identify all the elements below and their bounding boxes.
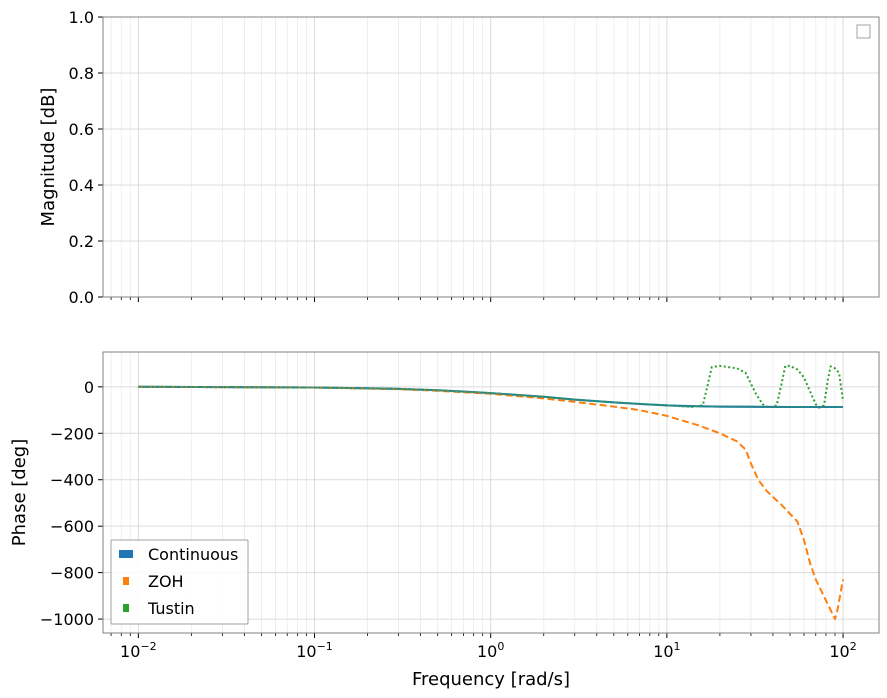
y-tick-label: −600 <box>50 517 94 536</box>
magnitude-x-ticks <box>110 297 844 302</box>
phase-y-axis-label: Phase [deg] <box>9 439 30 546</box>
x-tick-label: 100 <box>477 640 504 661</box>
legend-swatch-tustin <box>123 604 129 612</box>
y-tick-label: −200 <box>50 424 94 443</box>
phase-axes-frame <box>102 351 880 634</box>
legend-label-zoh: ZOH <box>148 572 184 591</box>
legend-swatch-continuous <box>119 550 133 558</box>
phase-y-ticks: 0 −200 −400 −600 −800 −1000 <box>40 378 103 629</box>
legend-frame <box>110 539 249 625</box>
y-tick-label: 0.0 <box>69 288 94 307</box>
x-tick-label: 10−1 <box>296 640 333 661</box>
legend-label-continuous: Continuous <box>148 545 238 564</box>
y-tick-label: −1000 <box>40 610 94 629</box>
x-axis-label: Frequency [rad/s] <box>412 669 570 690</box>
y-tick-label: 0.4 <box>69 176 94 195</box>
magnitude-y-ticks: 0.0 0.2 0.4 0.6 0.8 1.0 <box>69 8 103 307</box>
phase-x-ticks: 10−2 10−1 100 101 102 <box>110 633 857 661</box>
magnitude-empty-legend <box>856 24 871 39</box>
x-tick-label: 101 <box>653 640 680 661</box>
x-tick-label: 10−2 <box>120 640 157 661</box>
y-tick-label: −400 <box>50 471 94 490</box>
y-tick-label: 0.8 <box>69 64 94 83</box>
magnitude-y-axis-label: Magnitude [dB] <box>38 88 59 227</box>
y-tick-label: −800 <box>50 564 94 583</box>
series-line-continuous-tail <box>697 405 843 408</box>
phase-series <box>138 364 844 621</box>
phase-panel: 0 −200 −400 −600 −800 −1000 10−2 10−1 100 101 102… <box>9 351 880 690</box>
y-tick-label: 1.0 <box>69 8 94 27</box>
legend-swatch-zoh <box>123 577 129 585</box>
y-tick-label: 0.6 <box>69 120 94 139</box>
x-tick-label: 102 <box>829 640 856 661</box>
overlap-line <box>138 385 693 408</box>
magnitude-panel: 0.0 0.2 0.4 0.6 0.8 1.0 Magnitude [dB] <box>38 8 880 307</box>
phase-legend: Continuous ZOH Tustin <box>110 539 249 625</box>
legend-label-tustin: Tustin <box>147 599 195 618</box>
magnitude-grid <box>103 16 879 298</box>
magnitude-axes-frame <box>102 16 880 298</box>
y-tick-label: 0.2 <box>69 232 94 251</box>
y-tick-label: 0 <box>84 378 94 397</box>
